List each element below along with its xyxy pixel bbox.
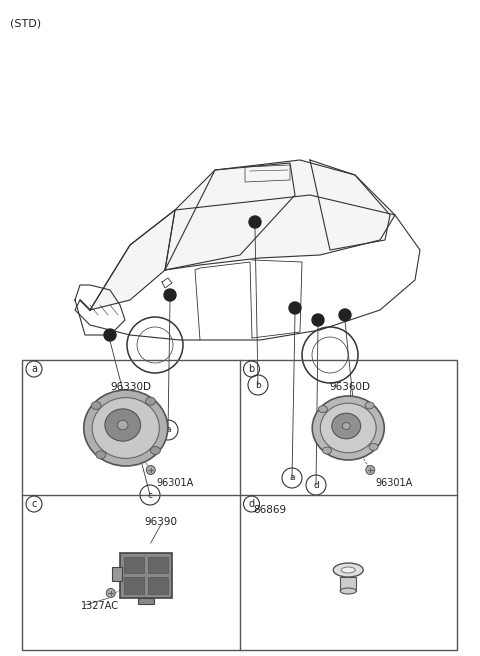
Circle shape (289, 302, 301, 314)
Circle shape (312, 314, 324, 326)
Polygon shape (80, 210, 175, 310)
Ellipse shape (84, 390, 168, 466)
Ellipse shape (320, 403, 376, 453)
Ellipse shape (365, 402, 374, 409)
Ellipse shape (340, 588, 356, 594)
Ellipse shape (145, 398, 156, 405)
Text: a: a (31, 364, 37, 374)
Bar (112, 567, 122, 581)
Ellipse shape (332, 413, 360, 439)
Circle shape (146, 466, 155, 474)
Text: b: b (248, 364, 254, 374)
Bar (124, 577, 144, 594)
Circle shape (339, 309, 351, 321)
Text: 96390: 96390 (144, 517, 177, 527)
Ellipse shape (312, 396, 384, 460)
Text: 96301A: 96301A (375, 478, 412, 488)
Circle shape (104, 329, 116, 341)
Text: 96301A: 96301A (157, 478, 194, 488)
Ellipse shape (150, 447, 160, 455)
Polygon shape (165, 160, 395, 270)
Circle shape (366, 466, 375, 474)
Bar (340, 577, 356, 591)
Bar (124, 556, 144, 573)
Bar (120, 552, 172, 598)
Text: b: b (255, 380, 261, 390)
Text: d: d (313, 480, 319, 489)
Ellipse shape (105, 409, 141, 441)
Bar (22, 360, 457, 650)
Text: 96360D: 96360D (330, 382, 371, 392)
Ellipse shape (96, 451, 106, 459)
Text: 96330D: 96330D (110, 382, 151, 392)
Text: 86869: 86869 (253, 505, 286, 515)
Bar (138, 598, 154, 604)
Bar (148, 577, 168, 594)
Ellipse shape (333, 563, 363, 577)
Circle shape (106, 588, 115, 598)
Text: c: c (31, 499, 36, 509)
Ellipse shape (323, 447, 332, 454)
Ellipse shape (92, 398, 159, 459)
Text: a: a (289, 474, 295, 483)
Text: (STD): (STD) (10, 18, 41, 28)
Text: a: a (165, 426, 171, 434)
Text: d: d (249, 499, 254, 509)
Ellipse shape (91, 401, 101, 409)
Ellipse shape (342, 422, 350, 430)
Ellipse shape (118, 420, 128, 430)
Ellipse shape (369, 443, 378, 451)
Ellipse shape (318, 405, 327, 413)
Text: b: b (355, 443, 361, 453)
Circle shape (164, 289, 176, 301)
Text: c: c (147, 491, 153, 499)
Ellipse shape (341, 567, 355, 573)
Text: 1327AC: 1327AC (81, 601, 119, 611)
Circle shape (249, 216, 261, 228)
Bar (148, 556, 168, 573)
